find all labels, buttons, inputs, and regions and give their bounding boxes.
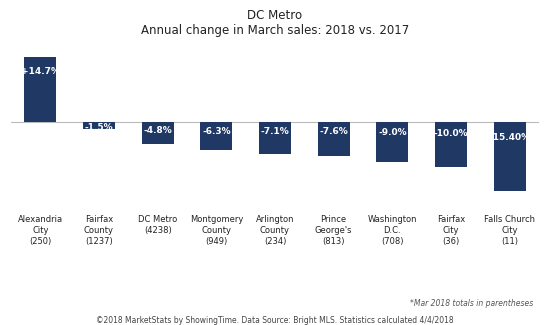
Text: +14.7%: +14.7% <box>21 67 60 76</box>
Text: DC Metro
(4238): DC Metro (4238) <box>138 215 177 235</box>
Bar <box>435 122 467 167</box>
Text: -7.1%: -7.1% <box>261 127 289 136</box>
Text: ©2018 MarketStats by ShowingTime. Data Source: Bright MLS. Statistics calculated: ©2018 MarketStats by ShowingTime. Data S… <box>96 316 454 325</box>
Text: Fairfax
City
(36): Fairfax City (36) <box>437 215 465 246</box>
Text: -4.8%: -4.8% <box>144 125 172 135</box>
Text: -7.6%: -7.6% <box>320 127 348 136</box>
Bar <box>493 122 526 191</box>
Text: Fairfax
County
(1237): Fairfax County (1237) <box>84 215 114 246</box>
Text: -15.40%: -15.40% <box>489 133 530 142</box>
Text: Arlington
County
(234): Arlington County (234) <box>256 215 294 246</box>
Bar <box>200 122 233 150</box>
Bar <box>24 57 57 122</box>
Bar <box>317 122 350 156</box>
Text: Prince
George's
(813): Prince George's (813) <box>315 215 353 246</box>
Text: -1.5%: -1.5% <box>85 123 113 132</box>
Text: *Mar 2018 totals in parentheses: *Mar 2018 totals in parentheses <box>410 299 534 308</box>
Text: Washington
D.C.
(708): Washington D.C. (708) <box>367 215 417 246</box>
Bar <box>376 122 409 162</box>
Text: Montgomery
County
(949): Montgomery County (949) <box>190 215 243 246</box>
Bar <box>83 122 115 129</box>
Text: Falls Church
City
(11): Falls Church City (11) <box>484 215 535 246</box>
Title: DC Metro
Annual change in March sales: 2018 vs. 2017: DC Metro Annual change in March sales: 2… <box>141 9 409 37</box>
Text: -6.3%: -6.3% <box>202 126 230 136</box>
Bar <box>259 122 291 154</box>
Text: -10.0%: -10.0% <box>434 129 468 138</box>
Text: -9.0%: -9.0% <box>378 128 406 137</box>
Bar <box>141 122 174 144</box>
Text: Alexandria
City
(250): Alexandria City (250) <box>18 215 63 246</box>
